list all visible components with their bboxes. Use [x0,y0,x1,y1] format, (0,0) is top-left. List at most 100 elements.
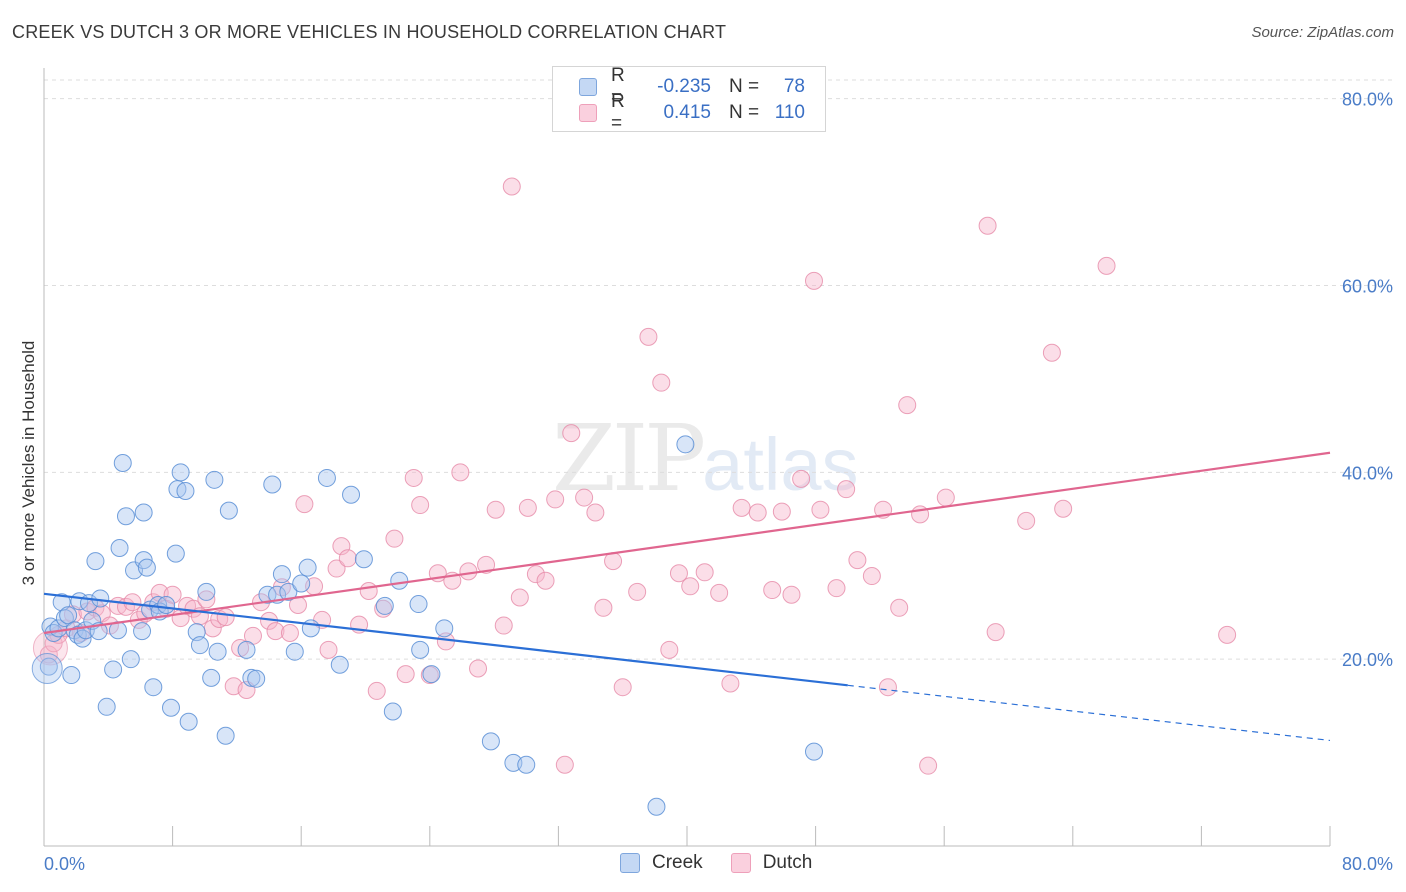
creek-legend-swatch [620,853,640,873]
watermark-zip: ZIP [552,405,706,512]
dutch-point [494,616,513,635]
creek-point [176,482,195,501]
dutch-point [510,588,529,607]
dutch-point [1054,499,1073,518]
watermark-atlas: atlas [702,423,859,506]
chart-title: CREEK VS DUTCH 3 OR MORE VEHICLES IN HOU… [12,22,727,42]
dutch-point [586,503,605,522]
legend-r-label: R = [611,65,625,108]
dutch-point [555,755,574,774]
dutch-point [811,500,830,519]
legend-item-creek[interactable]: Creek [620,852,703,874]
dutch-point [763,581,782,600]
dutch-point [792,469,811,488]
creek-point [258,585,277,604]
creek-series [31,435,823,816]
creek-point [804,742,823,761]
creek-point [205,470,224,489]
creek-point [86,552,105,571]
creek-point [342,485,361,504]
dutch-point [459,562,478,581]
dutch-point [163,585,182,604]
dutch-trend-line [43,451,1331,635]
dutch-point [732,498,751,517]
dutch-point [721,674,740,693]
dutch-point [420,666,439,685]
tick-labels: 20.0% 40.0% 60.0% 80.0% 0.0% 80.0% 3 or more V… [19,90,1393,874]
dutch-point [890,598,909,617]
creek-point [237,640,256,659]
dutch-point [216,608,235,627]
creek-point [116,507,135,526]
creek-point [55,609,74,628]
creek-point [216,726,235,745]
creek-point [383,702,402,721]
creek-point [375,596,394,615]
legend-row-creek: R = -0.235 N = 78 [579,65,805,108]
dutch-point [338,549,357,568]
dutch-point [919,756,938,775]
legend-r-value: -0.235 [657,76,711,97]
dutch-point [575,488,594,507]
dutch-point [374,599,393,618]
creek-point [133,622,152,641]
dutch-point [669,564,688,583]
creek-point [263,475,282,494]
series-legend: Creek Dutch [620,852,840,874]
creek-point [272,565,291,584]
creek-point [317,468,336,487]
legend-n-value: 78 [783,76,805,97]
creek-point [104,660,123,679]
x-tick-label: 80.0% [1342,854,1393,874]
dutch-point [477,555,496,574]
creek-point [97,697,116,716]
correlation-legend: R = -0.235 N = 78 R = 0.415 N = 110 [552,65,826,134]
y-axis-label: 3 or more Vehicles in Household [19,341,38,586]
dutch-point [986,623,1005,642]
dutch-point [526,565,545,584]
trend-lines [43,451,1331,742]
creek-point [59,606,78,625]
creek-point [157,595,176,614]
dutch-point [562,424,581,443]
dutch-point [280,624,299,643]
dutch-point [1218,625,1237,644]
dutch-point [295,495,314,514]
creek-point [298,558,317,577]
creek-point [39,657,58,676]
dutch-point [594,598,613,617]
legend-item-dutch[interactable]: Dutch [730,852,813,874]
dutch-point [804,271,823,290]
dutch-point [197,590,216,609]
dutch-point [266,622,285,641]
creek-point [161,698,180,717]
creek-point [247,669,266,688]
creek-point [647,797,666,816]
dutch-point [367,681,386,700]
creek-point [190,636,209,655]
creek-point [481,732,500,751]
dutch-point [837,480,856,499]
dutch-point [546,490,565,509]
creek-point [110,539,129,558]
creek-point [422,665,441,684]
creek-point [197,582,216,601]
dutch-point [327,559,346,578]
dutch-point [628,582,647,601]
dutch-legend-label: Dutch [762,852,813,873]
dutch-point [710,583,729,602]
creek-point [292,574,311,593]
creek-point [409,595,428,614]
creek-trend-line [43,592,848,687]
creek-point [62,666,81,685]
dutch-point [782,585,801,604]
dutch-swatch [579,104,597,122]
dutch-point [396,665,415,684]
creek-point [279,582,298,601]
dutch-point [827,579,846,598]
creek-point [137,558,156,577]
creek-point [285,642,304,661]
y-tick-label: 60.0% [1342,277,1393,297]
creek-point [134,503,153,522]
creek-point [202,668,221,687]
